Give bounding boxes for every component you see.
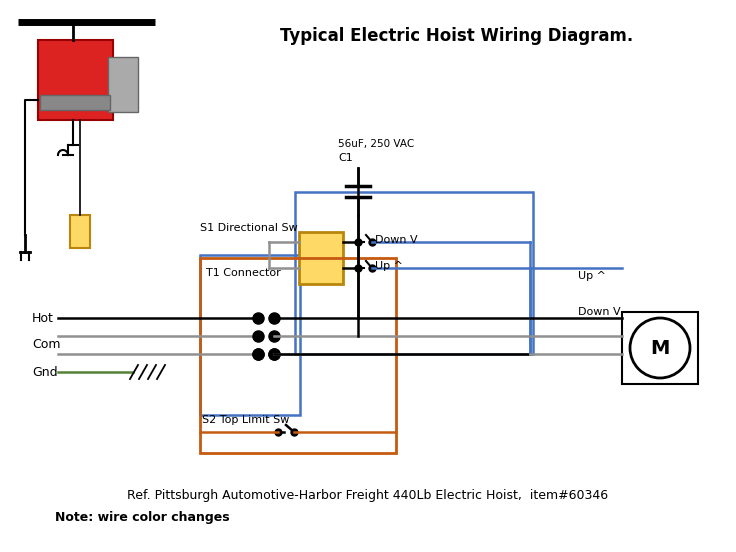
Bar bbox=[295, 192, 533, 354]
Text: Down V: Down V bbox=[578, 307, 620, 317]
Text: Up ^: Up ^ bbox=[578, 271, 606, 281]
Bar bbox=[38, 40, 113, 120]
Bar bbox=[70, 215, 90, 248]
Text: Note: wire color changes: Note: wire color changes bbox=[55, 512, 230, 524]
Bar bbox=[200, 255, 300, 415]
Text: C1: C1 bbox=[338, 153, 353, 163]
Text: Hot: Hot bbox=[32, 311, 54, 325]
Text: S1 Directional Sw: S1 Directional Sw bbox=[200, 223, 298, 233]
Text: Down V: Down V bbox=[375, 235, 417, 245]
Text: Typical Electric Hoist Wiring Diagram.: Typical Electric Hoist Wiring Diagram. bbox=[280, 27, 633, 45]
Text: Ref. Pittsburgh Automotive-Harbor Freight 440Lb Electric Hoist,  item#60346: Ref. Pittsburgh Automotive-Harbor Freigh… bbox=[127, 489, 609, 502]
Text: S2 Top Limit Sw: S2 Top Limit Sw bbox=[202, 415, 289, 425]
Bar bbox=[299, 232, 343, 284]
Text: Com: Com bbox=[32, 337, 60, 351]
Text: T1 Connector: T1 Connector bbox=[206, 268, 280, 278]
Bar bbox=[622, 312, 698, 384]
Text: M: M bbox=[651, 338, 670, 358]
Text: 56uF, 250 VAC: 56uF, 250 VAC bbox=[338, 139, 414, 149]
Text: Gnd: Gnd bbox=[32, 365, 57, 379]
Bar bbox=[108, 57, 138, 112]
Bar bbox=[40, 95, 110, 110]
Text: Up ^: Up ^ bbox=[375, 261, 403, 271]
Bar bbox=[200, 258, 396, 453]
